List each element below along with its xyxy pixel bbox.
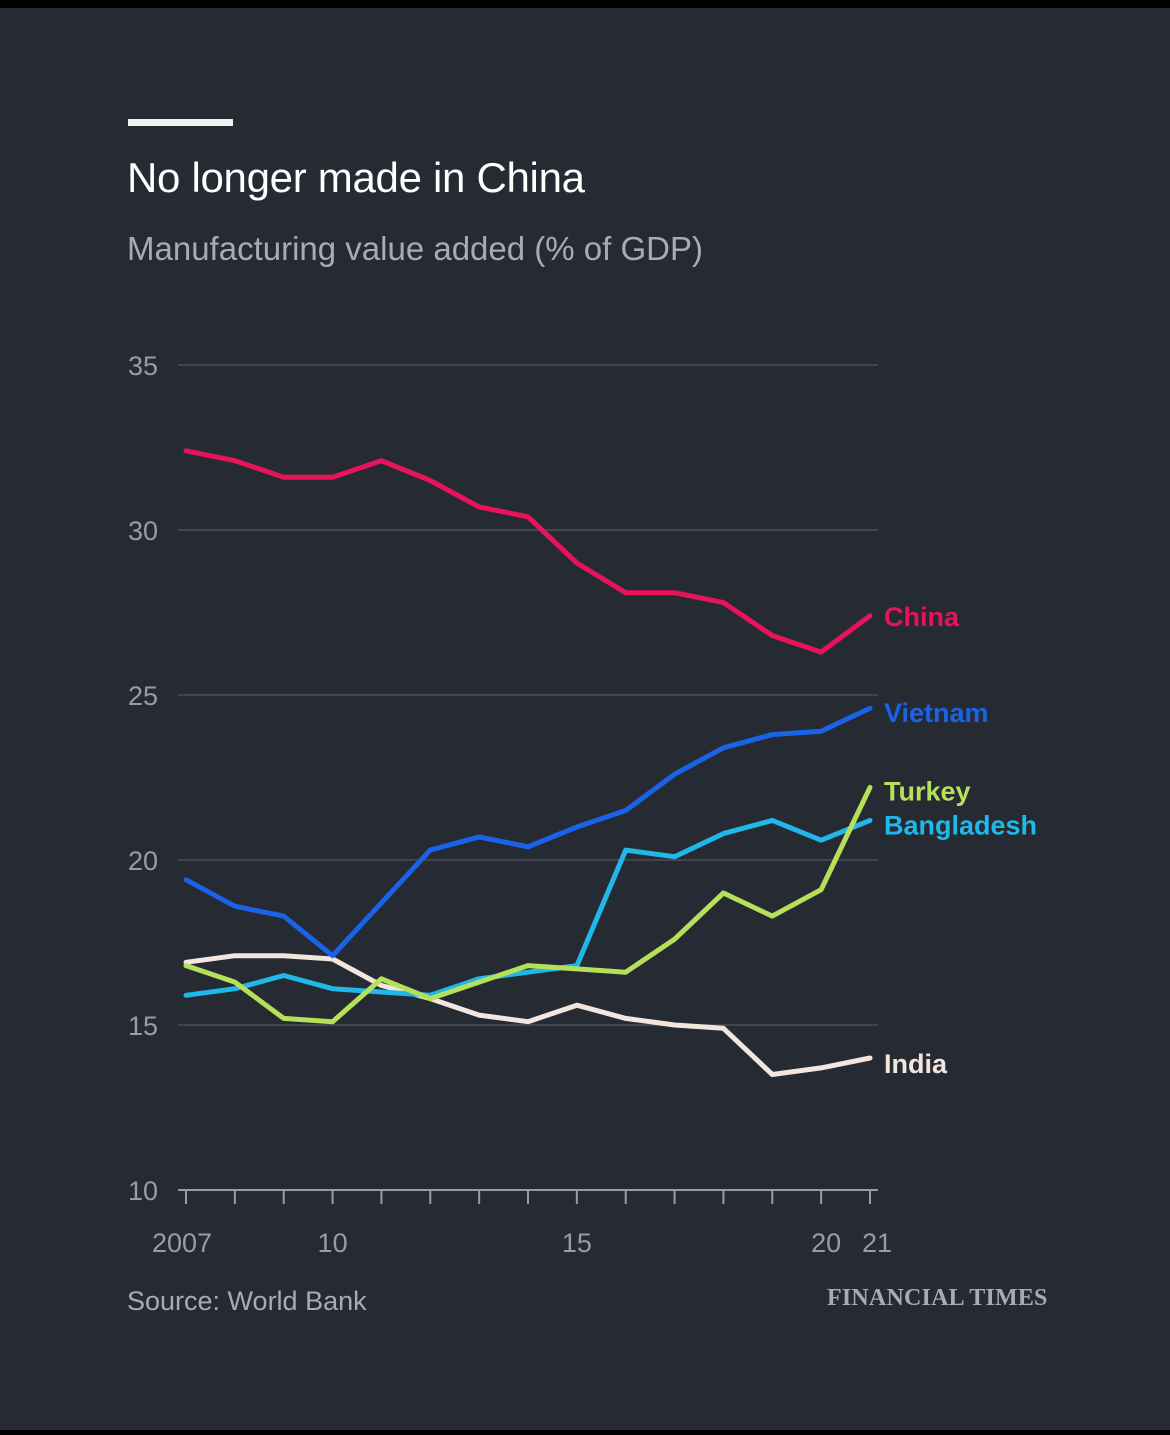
chart-title: No longer made in China (127, 154, 585, 201)
series-line-bangladesh (183, 817, 873, 998)
x-axis-labels: 2007 10 15 20 21 (152, 1228, 892, 1258)
publisher-logo: FINANCIAL TIMES (827, 1285, 1048, 1311)
x-tick-label: 21 (862, 1228, 892, 1258)
x-tick-label: 20 (811, 1228, 841, 1258)
series-line-china (183, 448, 873, 655)
chart-panel: No longer made in China Manufacturing va… (0, 8, 1170, 1430)
series-lines (183, 448, 873, 1077)
chart-subtitle: Manufacturing value added (% of GDP) (127, 230, 703, 267)
x-tick-label: 2007 (152, 1228, 212, 1258)
x-axis (178, 1189, 878, 1204)
gridlines (178, 364, 878, 1026)
header-rule (128, 119, 233, 126)
y-tick-label: 15 (128, 1011, 158, 1041)
series-label-turkey: Turkey (884, 776, 971, 806)
series-labels: China Vietnam Turkey Bangladesh India (884, 602, 1037, 1079)
y-tick-label: 20 (128, 846, 158, 876)
series-label-india: India (884, 1049, 948, 1079)
y-tick-label: 25 (128, 681, 158, 711)
y-tick-label: 10 (128, 1176, 158, 1206)
series-line-india (183, 953, 873, 1077)
line-chart: 10 15 20 25 30 35 2007 10 15 20 21 China Vietnam Tu… (128, 351, 1037, 1258)
series-line-turkey (183, 784, 873, 1025)
series-line-vietnam (183, 705, 873, 959)
source-note: Source: World Bank (127, 1286, 367, 1316)
series-label-vietnam: Vietnam (884, 698, 989, 728)
y-axis-labels: 10 15 20 25 30 35 (128, 351, 158, 1206)
x-tick-label: 10 (318, 1228, 348, 1258)
y-tick-label: 35 (128, 351, 158, 381)
y-tick-label: 30 (128, 516, 158, 546)
series-label-china: China (884, 602, 960, 632)
series-label-bangladesh: Bangladesh (884, 810, 1037, 840)
x-tick-label: 15 (562, 1228, 592, 1258)
